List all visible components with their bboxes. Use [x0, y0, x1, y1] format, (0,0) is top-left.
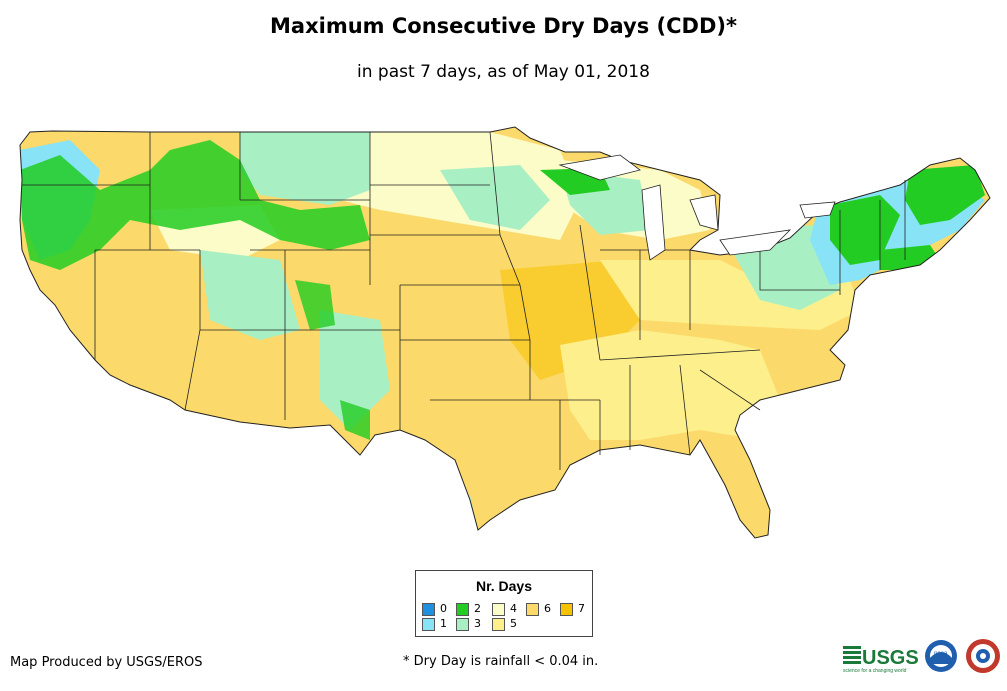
legend-label-4: 4 — [510, 602, 517, 615]
dry-day-footnote: * Dry Day is rainfall < 0.04 in. — [403, 654, 599, 669]
legend-label-0: 0 — [440, 602, 447, 615]
agency-logos: USGS science for a changing world noaa — [843, 636, 1003, 676]
legend-swatch-0 — [422, 603, 435, 616]
legend-swatch-7 — [560, 603, 573, 616]
legend-swatch-3 — [456, 618, 469, 631]
legend-label-1: 1 — [440, 617, 447, 630]
legend-label-5: 5 — [510, 617, 517, 630]
map-title: Maximum Consecutive Dry Days (CDD)* — [270, 14, 737, 38]
legend-label-2: 2 — [474, 602, 481, 615]
usgs-wordmark: USGS — [862, 647, 919, 669]
usgs-logo-icon: USGS science for a changing world noaa — [843, 639, 1000, 674]
legend-swatch-1 — [422, 618, 435, 631]
noaa-wordmark: noaa — [934, 651, 948, 657]
legend-label-7: 7 — [578, 602, 585, 615]
legend-swatch-2 — [456, 603, 469, 616]
legend-label-6: 6 — [544, 602, 551, 615]
legend-swatch-4 — [492, 603, 505, 616]
legend: Nr. Days 0 1 2 3 4 5 6 7 — [415, 570, 593, 637]
us-dry-days-map — [19, 126, 991, 539]
map-subtitle: in past 7 days, as of May 01, 2018 — [357, 62, 650, 82]
legend-swatch-5 — [492, 618, 505, 631]
legend-swatch-6 — [526, 603, 539, 616]
legend-title: Nr. Days — [475, 578, 533, 594]
credit-text: Map Produced by USGS/EROS — [10, 655, 203, 670]
usgs-tagline: science for a changing world — [843, 668, 907, 674]
legend-label-3: 3 — [474, 617, 481, 630]
